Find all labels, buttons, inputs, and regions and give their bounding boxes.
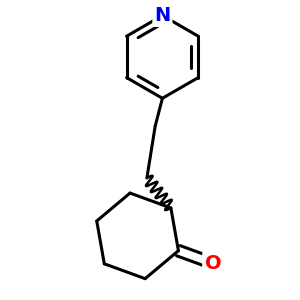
Text: N: N bbox=[154, 6, 170, 25]
Text: N: N bbox=[154, 6, 170, 25]
Text: O: O bbox=[205, 254, 222, 273]
